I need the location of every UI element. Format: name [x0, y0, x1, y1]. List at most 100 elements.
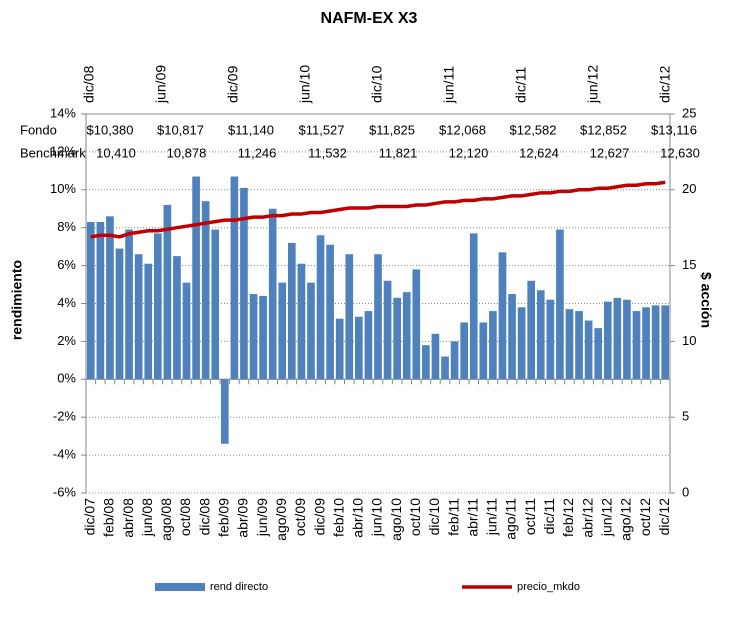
bar [125, 229, 133, 380]
bar [546, 299, 555, 380]
bar [163, 204, 172, 380]
bar [288, 242, 296, 380]
benchmark-value: 12,624 [519, 145, 559, 160]
bar [556, 229, 564, 380]
top-tick-label: jun/11 [441, 66, 457, 104]
bar [316, 235, 325, 380]
benchmark-value: 12,120 [449, 145, 489, 160]
y-tick-label: -6% [53, 484, 77, 499]
bar [565, 309, 574, 380]
bar [230, 176, 239, 380]
legend-label: precio_mkdo [517, 581, 580, 593]
bar [201, 201, 210, 380]
x-tick-label: dic/11 [541, 498, 557, 535]
bar [364, 311, 373, 380]
x-tick-label: oct/09 [292, 498, 308, 536]
bar [450, 341, 459, 380]
bar [661, 305, 670, 380]
bar [240, 187, 248, 380]
bar [86, 222, 95, 380]
bar [594, 328, 603, 380]
benchmark-label: Benchmark [20, 145, 86, 160]
y-tick-label: -4% [53, 447, 77, 462]
x-tick-label: oct/11 [522, 498, 538, 535]
bar [508, 294, 516, 380]
bar [182, 282, 191, 380]
bar [106, 216, 114, 380]
bar [345, 254, 354, 380]
bar [460, 322, 468, 380]
x-tick-label: feb/08 [101, 498, 117, 537]
bar [134, 254, 143, 380]
x-tick-label: abr/08 [120, 498, 136, 538]
bar [115, 248, 124, 380]
x-tick-label: oct/10 [407, 498, 423, 536]
y2-tick-label: 25 [682, 105, 696, 120]
bar [489, 311, 497, 380]
x-tick-label: dic/09 [311, 498, 327, 536]
bar [422, 345, 430, 380]
y2-tick-label: 10 [682, 333, 696, 348]
bar [326, 244, 334, 380]
bar [192, 176, 200, 380]
y2-axis-title: $ acción [698, 272, 714, 328]
bar [220, 379, 229, 444]
bar [584, 320, 593, 380]
benchmark-value: 12,630 [660, 145, 700, 160]
y-axis-title: rendimiento [9, 260, 25, 340]
y2-tick-label: 5 [682, 409, 689, 424]
bar [632, 311, 641, 380]
bar [335, 318, 344, 380]
bar [393, 297, 401, 380]
x-tick-label: feb/12 [560, 498, 576, 537]
top-tick-label: dic/10 [369, 65, 385, 103]
bar [268, 208, 277, 380]
x-tick-label: dic/08 [196, 498, 212, 536]
line [90, 180, 666, 239]
fondo-value: $13,116 [651, 122, 697, 137]
fondo-label: Fondo [20, 122, 57, 137]
x-tick-label: jun/11 [484, 498, 500, 536]
x-tick-label: abr/10 [350, 498, 366, 538]
y-tick-label: 10% [50, 181, 76, 196]
bar [651, 305, 660, 380]
y-tick-label: 6% [57, 257, 76, 272]
bar [173, 256, 181, 380]
bar [307, 282, 315, 380]
x-tick-label: abr/12 [579, 498, 595, 538]
x-tick-label: ago/10 [388, 498, 404, 541]
x-tick-label: ago/12 [618, 498, 634, 541]
x-tick-label: feb/10 [330, 498, 346, 537]
fondo-value: $12,852 [580, 122, 627, 137]
top-tick-label: jun/12 [585, 65, 601, 104]
top-tick-label: jun/09 [153, 65, 169, 104]
y-tick-label: 2% [57, 333, 76, 348]
bar [613, 297, 622, 380]
bar [355, 316, 363, 380]
bar [297, 263, 306, 380]
x-tick-label: ago/08 [158, 498, 174, 541]
bar [96, 222, 105, 380]
x-tick-label: abr/11 [464, 498, 480, 537]
y2-tick-label: 0 [682, 484, 689, 499]
bar [402, 292, 411, 380]
chart-title: NAFM-EX X3 [321, 10, 418, 27]
bar [374, 254, 382, 380]
bar [527, 280, 536, 380]
y-tick-label: 12% [50, 143, 76, 158]
top-tick-label: dic/08 [81, 65, 97, 103]
bar [211, 229, 220, 380]
bar [259, 295, 267, 380]
y-tick-label: 4% [57, 295, 76, 310]
fondo-value: $10,817 [157, 122, 204, 137]
top-tick-label: jun/10 [297, 65, 313, 104]
fondo-value: $11,140 [228, 122, 274, 137]
fondo-value: $11,527 [298, 122, 344, 137]
x-tick-label: feb/09 [216, 498, 232, 537]
bar [278, 282, 287, 380]
x-tick-label: feb/11 [445, 498, 461, 536]
x-tick-label: ago/09 [273, 498, 289, 541]
x-tick-label: jun/09 [254, 498, 270, 537]
bar [498, 252, 507, 380]
x-tick-label: abr/09 [235, 498, 251, 538]
